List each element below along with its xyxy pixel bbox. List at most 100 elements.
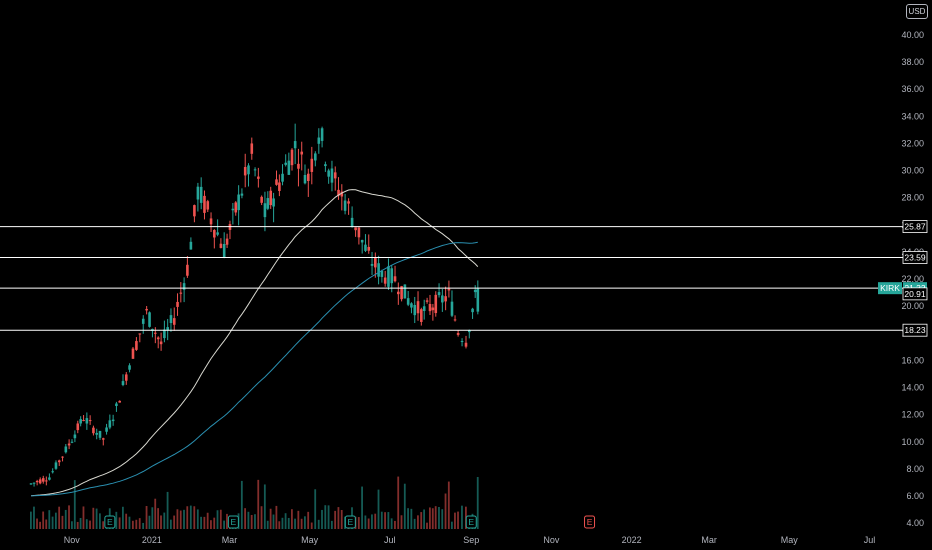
earnings-marker[interactable] <box>344 515 356 529</box>
volume-bar <box>92 507 95 529</box>
volume-bar <box>206 512 209 529</box>
candle-body <box>441 295 444 303</box>
candle-body <box>176 301 179 307</box>
volume-bar <box>48 510 51 529</box>
candle-body <box>118 400 122 403</box>
candle-body <box>364 244 367 251</box>
time-tick-label: Sep <box>463 535 479 545</box>
candle-body <box>51 471 54 473</box>
volume-bar <box>254 514 256 529</box>
volume-bar <box>89 520 91 529</box>
volume-bar <box>39 521 41 529</box>
candle-body <box>444 296 447 302</box>
volume-bar <box>76 521 79 529</box>
volume-bar <box>79 517 82 529</box>
volume-bar <box>169 519 172 529</box>
candle-body <box>260 196 263 203</box>
volume-bar <box>71 521 73 529</box>
volume-bar <box>173 515 176 529</box>
earnings-marker[interactable] <box>584 515 596 529</box>
volume-bar <box>374 513 377 529</box>
candle-body <box>275 179 278 185</box>
volume-bar <box>157 508 160 529</box>
earnings-marker[interactable] <box>465 515 477 529</box>
volume-bar <box>68 505 70 529</box>
volume-bar <box>244 508 247 529</box>
volume-bar <box>441 509 444 529</box>
candle-body <box>437 292 441 296</box>
candle-body <box>287 160 291 175</box>
candle-body <box>172 318 176 325</box>
volume-bar <box>413 518 416 529</box>
candle-body <box>333 172 337 179</box>
candle-body <box>128 365 131 370</box>
earnings-marker-label: E <box>231 517 237 527</box>
candle-body <box>79 419 82 424</box>
ma-slow-line <box>30 241 478 497</box>
price-tick-label: 28.00 <box>901 193 924 203</box>
candle-body <box>456 333 460 335</box>
volume-bar <box>125 513 128 529</box>
candle-body <box>199 186 203 203</box>
volume-bar <box>476 477 479 529</box>
time-tick-label: 2021 <box>142 535 162 545</box>
candle-body <box>420 309 423 322</box>
candle-body <box>121 381 125 386</box>
time-tick-label: Jul <box>864 535 876 545</box>
volume-bar <box>154 498 157 529</box>
candle-body <box>374 257 377 268</box>
volume-bar <box>200 516 202 529</box>
volume-bar <box>260 506 263 529</box>
volume-bar <box>367 518 370 529</box>
earnings-marker-label: E <box>348 517 354 527</box>
volume-bar <box>121 506 124 529</box>
price-tick-label: 12.00 <box>901 410 924 420</box>
time-tick-label: Nov <box>64 535 81 545</box>
candle-body <box>156 337 160 340</box>
candle-body <box>98 430 102 438</box>
volume-bar <box>186 506 189 529</box>
level-price-label: 18.23 <box>904 325 926 335</box>
candle-body <box>225 238 229 245</box>
level-price-label: 23.59 <box>904 253 926 263</box>
candle-body <box>196 186 200 200</box>
candle-body <box>166 327 169 331</box>
candlestick-series <box>29 123 480 487</box>
candle-body <box>105 427 108 432</box>
currency-selector[interactable]: USD <box>906 4 928 19</box>
candle-body <box>272 198 275 207</box>
candle-body <box>390 268 394 284</box>
candle-body <box>64 446 68 453</box>
candle-body <box>141 318 145 324</box>
volume-bar <box>183 509 185 529</box>
volume-bar <box>226 513 228 529</box>
candle-body <box>387 266 390 287</box>
ma-fast-line <box>30 189 479 497</box>
volume-bar <box>275 505 278 529</box>
volume-bar <box>135 519 138 529</box>
earnings-marker[interactable] <box>227 515 239 529</box>
time-tick-label: Mar <box>222 535 238 545</box>
volume-bar <box>447 481 450 529</box>
volume-bar <box>426 522 428 529</box>
volume-bar <box>407 508 409 529</box>
earnings-marker-label: E <box>587 517 593 527</box>
candle-body <box>76 423 80 431</box>
candle-body <box>337 189 340 196</box>
candle-body <box>269 190 273 206</box>
candle-body <box>471 308 474 313</box>
candle-body <box>209 218 213 225</box>
candle-body <box>57 460 61 463</box>
price-tick-label: 22.00 <box>901 274 924 284</box>
candle-body <box>38 479 42 484</box>
earnings-marker[interactable] <box>104 515 116 529</box>
candle-body <box>367 246 371 251</box>
price-tick-label: 38.00 <box>901 57 924 67</box>
volume-bar <box>330 520 333 529</box>
candle-body <box>154 332 157 334</box>
candle-body <box>303 175 307 184</box>
volume-bar <box>294 518 296 529</box>
volume-bar <box>82 506 85 529</box>
